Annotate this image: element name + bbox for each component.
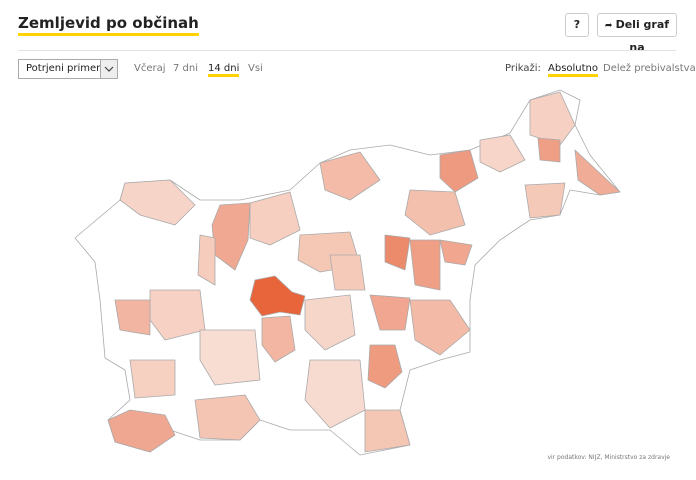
municipality[interactable] [409,299,471,356]
municipality[interactable] [197,234,216,286]
municipality[interactable] [364,409,411,453]
municipality[interactable] [367,344,403,389]
municipality[interactable] [537,137,561,163]
municipality[interactable] [199,329,261,386]
title: Zemljevid po občinah [18,14,199,36]
municipality[interactable] [319,151,381,201]
municipality[interactable] [479,134,526,173]
municipality[interactable] [249,275,306,317]
municipality[interactable] [329,254,366,291]
help-button[interactable]: ? [565,13,589,37]
municipality[interactable] [119,179,196,226]
municipality[interactable] [114,299,151,336]
municipality[interactable] [107,409,176,453]
municipality[interactable] [384,234,411,271]
municipality[interactable] [439,149,479,193]
mode-tab[interactable]: Absolutno [548,63,599,77]
share-button[interactable]: ➦ Deli graf na [597,13,677,54]
period-tab[interactable]: Vsi [248,63,263,74]
divider [18,50,676,51]
municipality[interactable] [129,359,176,399]
municipality[interactable] [369,294,411,331]
municipality[interactable] [439,239,473,266]
show-label: Prikaži: [505,63,541,74]
municipality[interactable] [409,239,441,291]
municipality[interactable] [404,189,466,236]
municipality[interactable] [261,315,296,363]
mode-tab[interactable]: Delež prebivalstva [603,63,696,74]
municipality[interactable] [304,359,366,429]
period-tab[interactable]: Včeraj [134,63,166,74]
municipality[interactable] [524,182,566,219]
dropdown-arrow [100,60,117,78]
municipality[interactable] [304,294,356,351]
share-label: Deli graf na [615,18,670,54]
period-tab[interactable]: 14 dni [208,63,240,77]
period-tab[interactable]: 7 dni [173,63,199,74]
municipality[interactable] [574,149,621,196]
municipality[interactable] [529,91,576,146]
map [74,89,621,456]
municipalities [107,91,621,453]
dropdown[interactable]: Potrjeni primeri [18,59,118,79]
dropdown-label: Potrjeni primeri [26,63,104,74]
municipality[interactable] [194,394,261,441]
municipality[interactable] [249,191,301,246]
source-note: vir podatkov: NIJZ, Ministrstvo za zdrav… [547,454,670,461]
